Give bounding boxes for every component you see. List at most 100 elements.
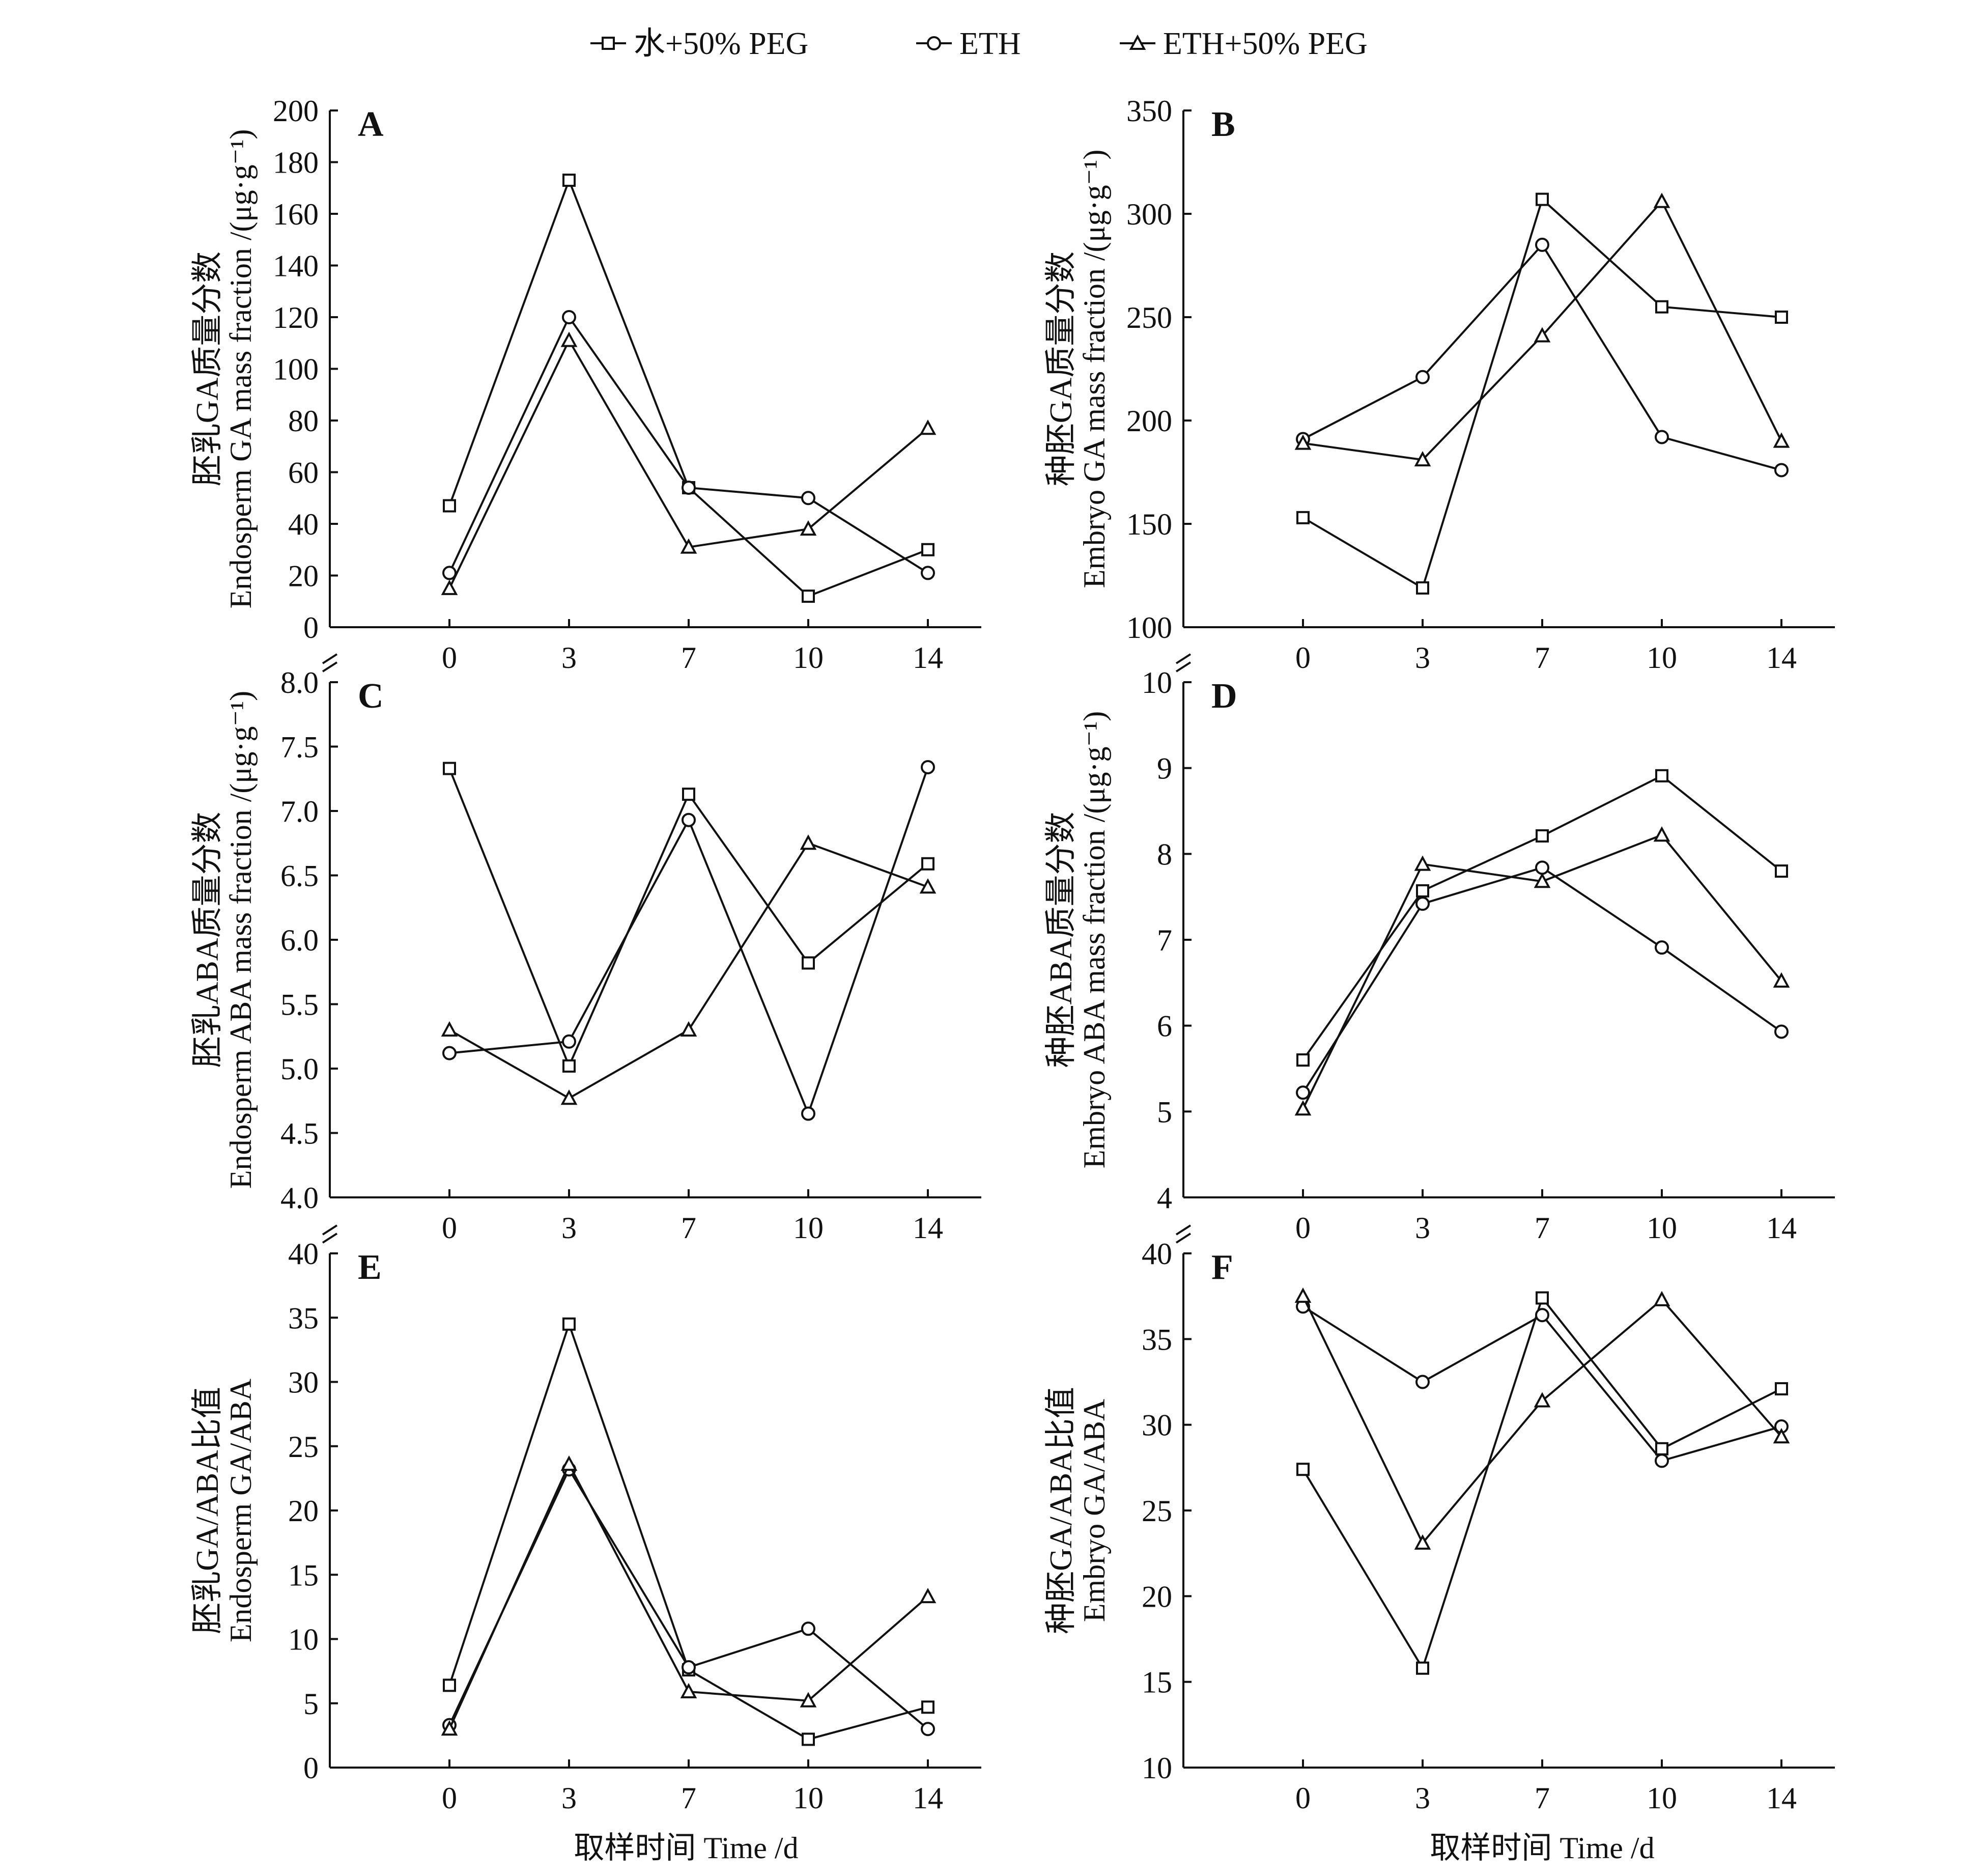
y-tick-label: 250 [1126,301,1172,334]
data-point [921,1722,935,1737]
series-1 [1296,192,1788,595]
data-point [802,1732,815,1746]
data-point [919,1587,937,1604]
data-point [801,1106,815,1121]
y-axis-label-cn: 胚乳GA质量分数 [190,251,225,487]
y-axis-label-cn: 胚乳GA/ABA比值 [190,1387,225,1634]
series-line [1302,243,1782,471]
series-line [1302,774,1782,1061]
data-point [1416,1661,1429,1675]
y-tick-label: 100 [273,353,319,386]
data-point [562,174,576,187]
data-point [800,1692,817,1707]
y-tick-label: 6 [1157,1010,1172,1043]
y-tick-label: 6.0 [280,923,319,957]
panel-letter: F [1211,1248,1233,1287]
data-point [1296,1053,1310,1067]
panel-letter: C [358,677,384,716]
x-tick-label: 14 [913,641,943,675]
data-point [1536,1291,1549,1305]
series-line [448,177,928,598]
data-point [1535,237,1549,252]
legend-marker [602,37,615,50]
y-tick-label: 4 [1157,1181,1172,1215]
y-tick-label: 40 [1142,1237,1172,1271]
y-tick-label: 60 [288,456,319,490]
x-tick-label: 7 [681,1211,696,1245]
y-tick-label: 30 [1142,1409,1172,1442]
data-point [1415,370,1430,384]
series-line [448,315,929,574]
x-axis-label-left: 取样时间 Time /d [574,1831,798,1865]
y-axis-label-cn: 种胚GA/ABA比值 [1044,1387,1079,1634]
data-point [441,1720,458,1736]
series-3 [441,834,937,1105]
y-tick-label: 200 [1126,404,1172,438]
y-tick-label: 20 [288,559,319,593]
data-point [443,499,456,513]
series-1 [1296,1291,1788,1675]
y-axis-label-cn: 种胚ABA质量分数 [1044,812,1079,1068]
data-point [1655,1453,1669,1468]
y-tick-label: 10 [1142,1751,1172,1785]
x-tick-label: 3 [1415,1211,1430,1245]
x-tick-label: 7 [1535,1211,1550,1245]
x-tick-label: 0 [1295,1211,1311,1245]
x-tick-label: 10 [1647,641,1677,675]
data-point [1653,1291,1670,1306]
y-tick-label: 30 [288,1366,319,1399]
legend-item: 水+50% PEG [590,26,808,61]
x-axis-label-right: 取样时间 Time /d [1430,1831,1654,1865]
y-tick-label: 20 [288,1494,319,1528]
data-point [1773,972,1790,988]
data-point [680,538,697,554]
data-point [442,566,457,580]
data-point [921,760,935,774]
y-tick-label: 15 [1142,1666,1172,1699]
data-point [921,1700,934,1714]
y-tick-label: 8 [1157,837,1172,871]
data-point [562,1059,576,1073]
series-line [1302,866,1782,1094]
series-line [449,842,928,1100]
y-tick-label: 35 [1142,1323,1172,1356]
chart-panel-c: 4.0 4.5 5.0 5.5 6.0 6.5 7.0 7.5 8.0 0 3 7 10 14 C 胚乳ABA… [190,653,981,1245]
x-tick-label: 14 [913,1211,943,1245]
data-point [1655,940,1669,955]
series-2 [442,760,935,1121]
data-point [682,480,696,495]
y-tick-label: 0 [303,1751,319,1785]
axis-break-mark [322,653,338,664]
data-point [1655,1442,1668,1455]
data-point [1536,192,1549,206]
data-point [802,590,815,603]
data-point [1655,300,1668,314]
data-point [562,1034,576,1049]
data-point [800,520,817,536]
data-point [1534,1392,1551,1408]
series-1 [443,762,934,1073]
y-tick-label: 10 [1142,666,1172,699]
x-tick-label: 3 [561,1781,577,1815]
panel-letter: B [1211,105,1235,144]
data-point [562,1317,576,1331]
y-tick-label: 180 [273,146,319,180]
x-tick-label: 0 [1295,641,1311,675]
axis-break-mark [322,1224,338,1236]
y-tick-label: 140 [273,249,319,283]
data-point [921,543,934,556]
data-point [1414,451,1431,467]
y-tick-label: 5.5 [280,988,319,1022]
series-2 [1296,1299,1789,1468]
legend-marker [927,36,941,50]
series-1 [1296,769,1788,1067]
data-point [1534,327,1551,343]
data-point [1534,873,1551,888]
data-point [1655,430,1669,444]
y-axis-label-cn: 种胚GA质量分数 [1044,251,1079,487]
x-tick-label: 3 [1415,1781,1430,1815]
data-point [560,1455,578,1471]
y-tick-label: 4.5 [280,1117,319,1151]
y-tick-label: 7.5 [280,731,319,764]
